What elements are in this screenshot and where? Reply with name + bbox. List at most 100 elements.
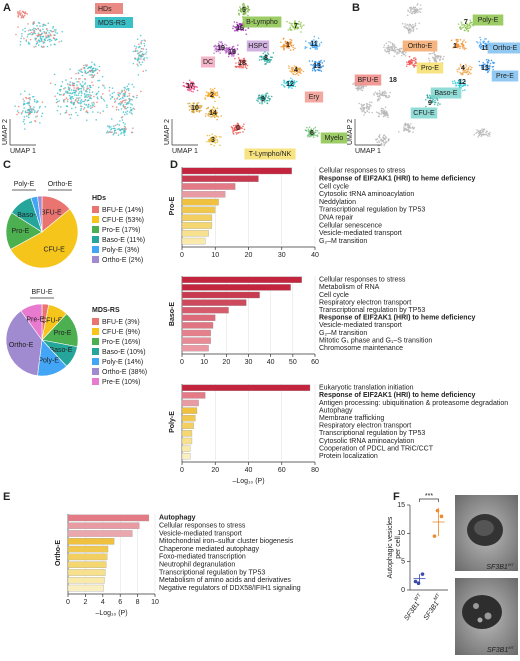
umap-point <box>105 132 108 134</box>
umap-point <box>195 85 197 88</box>
umap-point <box>86 106 89 108</box>
slice-label: Pre-E <box>26 316 44 323</box>
umap-point <box>27 112 30 114</box>
umap-point <box>383 94 386 97</box>
umap-point <box>237 123 240 125</box>
umap-point <box>295 27 297 29</box>
umap-point <box>358 102 360 105</box>
umap-point <box>215 136 218 139</box>
umap-point <box>43 30 45 33</box>
umap-point <box>243 128 246 131</box>
umap-point <box>435 58 437 61</box>
umap-point <box>380 109 383 112</box>
cell-type-label: Ortho-E <box>408 43 433 50</box>
umap-point <box>280 46 282 48</box>
umap-point <box>189 83 192 86</box>
umap-point <box>58 41 60 43</box>
umap-point <box>82 87 85 89</box>
umap-point <box>293 65 296 67</box>
umap-point <box>376 141 379 144</box>
umap-point <box>39 30 42 32</box>
umap-point <box>65 90 67 93</box>
umap-point <box>233 21 236 23</box>
legend-label: Baso-E (10%) <box>102 349 146 356</box>
umap-point <box>122 121 125 124</box>
umap-point <box>49 38 52 41</box>
umap-point <box>464 24 466 26</box>
category-label: Chromosome maintenance <box>319 345 403 352</box>
umap-point <box>357 89 359 91</box>
umap-point <box>408 60 411 62</box>
category-label: Cellular responses to stress <box>319 277 406 284</box>
umap-point <box>411 7 414 10</box>
umap-point <box>287 47 290 49</box>
umap-point <box>213 136 216 139</box>
umap-point <box>98 65 101 68</box>
legend-swatch <box>92 216 99 223</box>
umap-point <box>283 81 285 84</box>
umap-point <box>118 124 121 126</box>
umap-point <box>17 111 20 114</box>
umap-point <box>469 19 472 21</box>
umap-point <box>89 70 92 72</box>
umap-point <box>409 28 412 31</box>
umap-point <box>77 78 80 80</box>
umap-point <box>300 31 302 33</box>
umap-point <box>117 92 120 94</box>
umap-point <box>436 104 439 106</box>
category-label: Transcriptional regulation by TP53 <box>319 207 425 214</box>
umap-point <box>41 112 44 115</box>
umap-point <box>389 46 391 48</box>
umap-point <box>68 92 70 95</box>
category-label: G₂–M transition <box>319 330 367 337</box>
chart-title: Pro-E <box>169 196 176 215</box>
umap-point <box>193 83 196 85</box>
umap-point <box>219 44 222 47</box>
cell-type-label: T-Lympho/NK <box>249 151 292 158</box>
umap-point <box>488 67 491 70</box>
umap-point <box>311 67 314 70</box>
cell-type-box <box>487 42 520 54</box>
umap-point <box>62 93 65 96</box>
umap-point <box>416 27 418 30</box>
umap-point <box>116 123 119 126</box>
umap-point <box>191 83 194 86</box>
umap-point <box>368 111 370 114</box>
cluster-label: 16 <box>236 25 244 32</box>
umap-point <box>91 102 93 104</box>
umap-point <box>481 66 484 69</box>
umap-point <box>233 128 236 130</box>
x-tick-label: 10 <box>151 599 159 606</box>
umap-point <box>235 129 237 131</box>
umap-point <box>182 81 185 84</box>
umap-point <box>21 35 23 37</box>
cluster-label: 13 <box>481 65 489 72</box>
umap-point <box>108 125 110 127</box>
cell-type-label: BFU-E <box>358 77 379 84</box>
umap-point <box>91 61 93 64</box>
umap-point <box>188 105 191 107</box>
umap-point <box>294 85 297 88</box>
umap-point <box>80 85 83 88</box>
category-label: Respiratory electron transport <box>319 299 411 306</box>
umap-point <box>117 134 120 136</box>
slice-label: BFU-E <box>32 289 53 296</box>
umap-point <box>210 111 213 114</box>
umap-point <box>281 45 284 48</box>
umap-point <box>454 82 457 85</box>
umap-point <box>72 82 75 85</box>
umap-point <box>88 91 91 94</box>
umap-point <box>456 40 458 43</box>
umap-point <box>384 137 386 140</box>
umap-point <box>407 61 410 63</box>
umap-point <box>92 71 95 73</box>
category-label: Antigen processing: ubiquitination & pro… <box>319 400 508 407</box>
umap-point <box>266 92 269 95</box>
umap-point <box>220 48 222 51</box>
umap-point <box>24 90 26 92</box>
umap-point <box>146 57 148 59</box>
umap-point <box>59 88 62 91</box>
umap-point <box>409 7 411 9</box>
umap-point <box>21 32 23 35</box>
micrographs <box>455 495 518 655</box>
